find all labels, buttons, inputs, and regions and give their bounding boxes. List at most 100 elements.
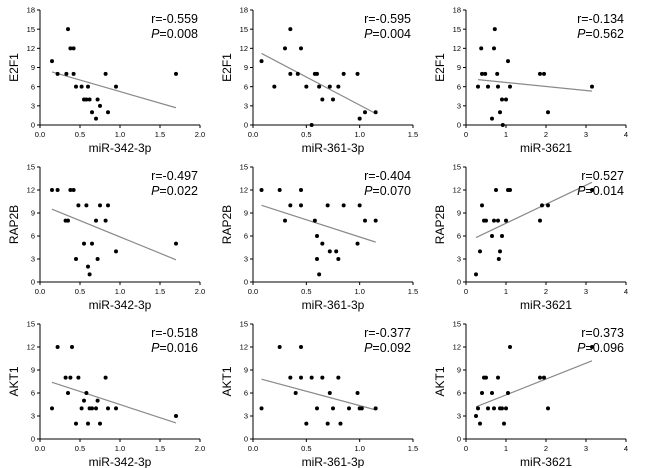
p-label: P	[577, 184, 586, 198]
data-point	[325, 203, 330, 208]
regression-line	[261, 204, 376, 243]
data-point	[506, 59, 510, 64]
x-axis-title: miR-3621	[520, 141, 572, 155]
x-tick-label: 0.5	[301, 130, 311, 139]
data-point	[492, 406, 496, 411]
x-tick-label: 0.0	[248, 444, 258, 453]
y-axis-title: AKT1	[433, 366, 447, 396]
data-point	[540, 203, 544, 208]
data-point	[106, 203, 110, 208]
data-point	[484, 375, 488, 380]
data-point	[508, 84, 512, 89]
data-point	[355, 391, 360, 395]
data-point	[84, 203, 89, 208]
regression-line	[51, 71, 177, 109]
correlation-r: r=-0.595	[364, 12, 411, 26]
data-point	[336, 375, 341, 380]
regression-line	[51, 381, 177, 424]
data-point	[55, 188, 60, 192]
regression-line	[475, 360, 593, 408]
data-point	[74, 421, 78, 426]
y-tick-label: 9	[31, 63, 35, 72]
data-point	[317, 84, 322, 89]
data-point	[259, 59, 264, 64]
data-point	[538, 218, 542, 223]
x-tick-label: 2	[544, 287, 548, 296]
x-tick-label: 0.0	[35, 287, 45, 296]
data-point	[76, 375, 81, 380]
data-point	[542, 375, 546, 380]
data-point	[66, 218, 70, 223]
data-point	[336, 84, 341, 89]
data-point	[490, 391, 494, 395]
regression-line	[261, 378, 376, 411]
data-point	[84, 97, 89, 102]
correlation-r: r=-0.404	[364, 169, 411, 183]
data-point	[496, 84, 500, 89]
x-tick-label: 0	[464, 130, 468, 139]
y-tick-label: 0	[244, 121, 248, 130]
data-point	[492, 27, 497, 32]
x-tick-label: 1.5	[408, 130, 418, 139]
p-value: P=0.016	[151, 341, 198, 355]
y-tick-label: 9	[31, 209, 35, 218]
y-tick-label: 12	[240, 343, 248, 352]
x-tick-label: 1.5	[408, 444, 418, 453]
data-point	[50, 188, 54, 192]
data-point	[315, 71, 319, 76]
data-point	[504, 218, 508, 223]
x-tick-label: 1.0	[115, 130, 125, 139]
data-point	[336, 257, 341, 261]
regression-line	[475, 181, 593, 239]
x-tick-label: 0.0	[35, 130, 45, 139]
correlation-r: r=-0.377	[364, 326, 411, 340]
x-tick-label: 1	[504, 130, 508, 139]
data-point	[304, 421, 309, 426]
y-tick-label: 6	[244, 389, 248, 398]
data-point	[508, 188, 512, 192]
p-label: P	[364, 341, 373, 355]
y-tick-label: 6	[31, 389, 35, 398]
y-tick-label: 15	[453, 320, 461, 329]
data-point	[299, 46, 303, 51]
p-value: P=0.096	[577, 341, 624, 355]
data-point	[355, 71, 360, 76]
data-point	[174, 414, 178, 418]
y-tick-label: 15	[27, 25, 35, 34]
data-point	[492, 46, 496, 51]
data-point	[87, 272, 92, 277]
y-tick-label: 12	[240, 44, 248, 53]
data-point	[480, 203, 484, 208]
regression-line	[477, 79, 593, 92]
y-tick-label: 9	[244, 366, 248, 375]
y-tick-label: 0	[457, 278, 461, 287]
data-point	[84, 391, 89, 395]
y-tick-label: 18	[453, 6, 461, 15]
x-tick-label: 1.0	[354, 130, 364, 139]
p-value-number: =0.014	[585, 184, 624, 198]
data-point	[590, 345, 594, 349]
y-tick-label: 15	[240, 320, 248, 329]
data-point	[590, 84, 594, 89]
y-tick-label: 3	[244, 412, 248, 421]
data-point	[94, 218, 98, 223]
data-point	[315, 406, 319, 411]
data-point	[114, 406, 118, 411]
data-point	[272, 84, 277, 89]
correlation-r: r=-0.134	[577, 12, 624, 26]
data-point	[79, 406, 84, 411]
correlation-r: r=-0.518	[151, 326, 198, 340]
x-tick-label: 3	[584, 130, 588, 139]
y-tick-label: 15	[453, 25, 461, 34]
p-value: P=0.022	[151, 184, 198, 198]
data-point	[317, 272, 322, 277]
data-point	[327, 391, 332, 395]
data-point	[50, 59, 54, 64]
data-point	[478, 249, 482, 254]
x-axis-title: miR-3621	[520, 455, 572, 468]
x-tick-label: 1.5	[155, 130, 165, 139]
y-tick-label: 12	[27, 186, 35, 195]
data-point	[496, 375, 500, 380]
scatter-panel-8: 0 3 6 9 12 15 0.0 0.5 1.0 1.5 miR-361-3p AKT1 r=-0.3…	[220, 320, 418, 468]
